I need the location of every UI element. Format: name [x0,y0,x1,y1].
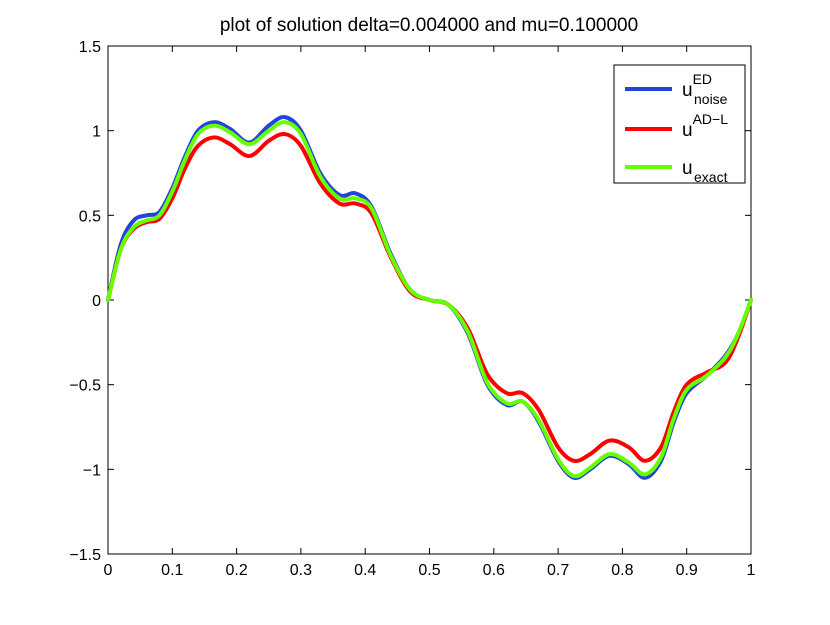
x-tick-label: 0.7 [547,562,569,579]
legend-label-base: u [682,158,693,179]
y-tick-label: 0 [92,293,101,310]
x-tick-label: 0.5 [418,562,440,579]
y-tick-label: −1 [83,462,101,479]
y-tick-label: 1 [92,124,101,141]
legend-box [613,64,746,184]
y-tick-label: 0.5 [79,208,101,225]
legend-entry: uAD−L [625,111,728,141]
legend-label: uED noise [682,71,728,107]
x-tick-label: 0.8 [611,562,633,579]
x-tick-label: 0.2 [225,562,247,579]
legend-entry: uED noise [625,71,728,107]
x-tick-label: 0.6 [483,562,505,579]
x-tick-label: 1 [747,562,756,579]
legend-label-base: u [682,80,693,101]
legend-label-subscript: exact [694,169,728,185]
series-line-3 [106,120,753,479]
y-tick-label: −0.5 [69,378,101,395]
chart-title: plot of solution delta=0.004000 and mu=0… [220,15,638,36]
x-tick-label: 0 [104,562,113,579]
legend-label: uexact [682,158,728,185]
y-tick-label: −1.5 [69,547,101,564]
x-tick-label: 0.9 [676,562,698,579]
x-tick-label: 0.4 [354,562,376,579]
x-tick-label: 0.3 [290,562,312,579]
legend-label: uAD−L [682,111,728,141]
x-tick-label: 0.1 [161,562,183,579]
plot-area: 0 0.1 0.2 0.3 0.4 0.5 0.6 0.7 0.8 0.9 1 −1.5 −1 −0.5 0… [69,39,755,579]
legend-label-base: u [682,120,693,141]
legend-entry: uexact [625,158,728,185]
legend-label-superscript: ED [693,71,712,87]
y-tick-label: 1.5 [79,39,101,56]
legend-label-superscript: AD−L [693,111,729,127]
legend-label-subscript: noise [694,91,728,107]
